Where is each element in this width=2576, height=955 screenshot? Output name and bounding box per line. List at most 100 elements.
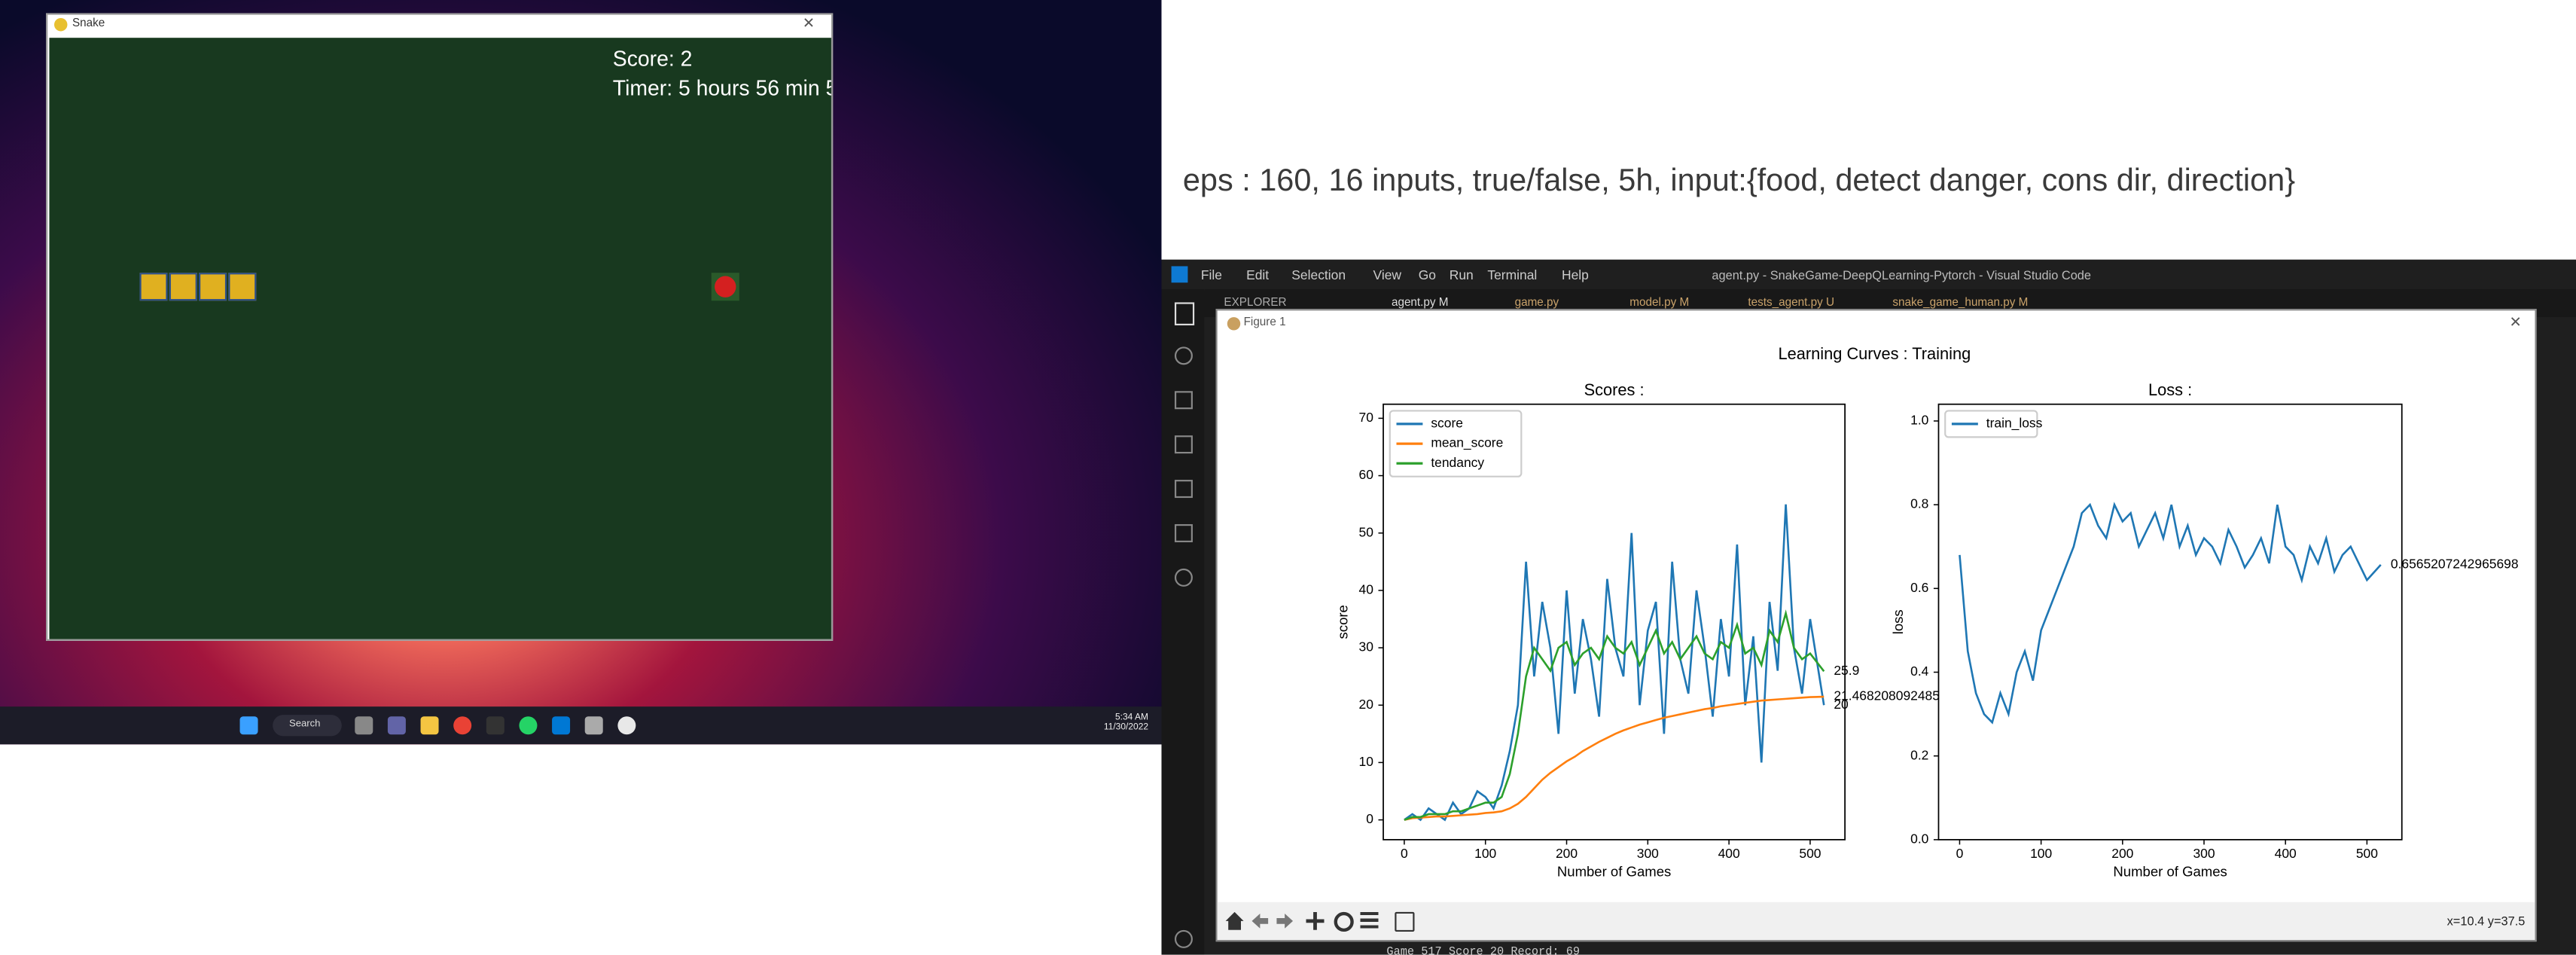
taskbar-icon[interactable] (486, 716, 505, 735)
window-icon (53, 17, 68, 32)
search-box[interactable]: Search (273, 715, 342, 737)
activity-icon[interactable] (1174, 523, 1193, 542)
start-button[interactable] (239, 716, 258, 735)
explorer-label: EXPLORER (1224, 297, 1287, 310)
x-tick-label: 500 (2356, 846, 2378, 861)
score: Score: 2 (612, 46, 693, 71)
y-tick-label: 0.4 (1910, 664, 1929, 679)
taskbar: Search 5:34 AM 11/30/2022 (0, 706, 1162, 745)
activity-icon[interactable] (1174, 302, 1195, 325)
activity-icon[interactable] (1174, 435, 1193, 454)
menu-item[interactable]: Run (1449, 267, 1474, 283)
y-tick-label: 0.8 (1910, 496, 1928, 511)
legend-label: score (1431, 416, 1463, 431)
title-bar: File Edit Selection View Go Run Terminal Help a… (1161, 259, 2576, 291)
legend-label: tendancy (1431, 455, 1484, 470)
taskbar-icon[interactable] (519, 716, 538, 735)
plot-area (1938, 404, 2402, 840)
y-tick-label: 10 (1359, 754, 1374, 769)
note: eps : 160, 16 inputs, true/false, 5h, in… (1182, 164, 2296, 199)
figure-close[interactable]: ✕ (2509, 313, 2523, 331)
x-tick-label: 500 (1799, 846, 1821, 861)
series-line (1959, 502, 2382, 725)
activity-icon[interactable] (1174, 391, 1193, 410)
activity-icon[interactable] (1174, 480, 1193, 499)
y-tick-label: 0.6 (1910, 580, 1928, 595)
editor-tab[interactable]: snake_game_human.py M (1892, 297, 2029, 310)
menu-item[interactable]: Edit (1246, 267, 1270, 283)
y-tick-label: 0 (1366, 811, 1373, 826)
menu-item[interactable]: Selection (1291, 267, 1346, 283)
taskbar-icon[interactable] (387, 716, 406, 735)
menu-item[interactable]: Terminal (1487, 267, 1538, 283)
taskbar-icon[interactable] (584, 716, 603, 735)
terminal-line: Game 517 Score 20 Record: 69 (1386, 946, 1581, 955)
axes-frame (1937, 403, 2403, 841)
figure-title: Figure 1 (1243, 317, 1286, 329)
y-tick-label: 0.0 (1910, 831, 1929, 846)
menu-item[interactable]: View (1373, 267, 1402, 283)
window-title: agent.py - SnakeGame-DeepQLearning-Pytor… (1712, 267, 2092, 283)
y-tick-label: 0.2 (1910, 747, 1928, 762)
y-tick-label: 1.0 (1910, 413, 1929, 428)
y-tick-label: 40 (1359, 582, 1374, 597)
snake-segment (198, 273, 227, 301)
x-tick-label: 100 (2030, 846, 2052, 861)
x-tick-label: 200 (2111, 846, 2133, 861)
desktop: Snake ✕ Score: 2 Timer: 5 hours 56 min 5… (0, 0, 1162, 745)
x-tick-label: 400 (2275, 846, 2297, 861)
y-tick-label: 70 (1359, 410, 1374, 425)
apple (715, 276, 736, 297)
window-close[interactable]: ✕ (802, 14, 815, 32)
legend-label: mean_score (1431, 435, 1503, 451)
x-tick-label: 200 (1556, 846, 1578, 861)
taskbar-icon[interactable] (617, 716, 636, 735)
chart-title: Loss : (2148, 380, 2192, 399)
y-tick-label: 30 (1359, 639, 1374, 654)
save-button[interactable] (1395, 911, 1415, 932)
legend-box (1389, 410, 1523, 478)
configure-button[interactable] (1360, 911, 1379, 930)
snake-segment (228, 273, 257, 301)
menu-item[interactable]: File (1200, 267, 1222, 283)
legend-label: train_loss (1986, 416, 2043, 432)
end-value-label: 0.6565207242965698 (2391, 557, 2519, 572)
editor-tab[interactable]: agent.py M (1391, 297, 1449, 310)
snake-segment (139, 273, 168, 301)
account-icon[interactable] (1174, 929, 1193, 948)
figure-icon (1227, 317, 1241, 331)
taskbar-icon[interactable] (552, 716, 571, 735)
taskbar-icon[interactable] (453, 716, 472, 735)
menu-item[interactable]: Go (1418, 267, 1436, 283)
y-axis-label: score (1335, 605, 1351, 639)
y-tick-label: 20 (1359, 697, 1374, 712)
food (711, 273, 739, 301)
editor-tab[interactable]: model.py M (1629, 297, 1690, 310)
status: x=10.4 y=37.5 (2446, 914, 2526, 929)
timer: Timer: 5 hours 56 min 53 s (612, 75, 831, 101)
end-value-label: 25.9 (1834, 663, 1859, 678)
series-line (1404, 504, 1825, 822)
editor-tab[interactable]: tests_agent.py U (1748, 297, 1835, 310)
taskbar-icon[interactable] (355, 716, 373, 735)
zoom-button[interactable] (1334, 911, 1354, 932)
chart-title: Scores : (1584, 380, 1645, 399)
x-tick-label: 300 (2193, 846, 2215, 861)
y-tick-label: 50 (1359, 524, 1374, 539)
home-button[interactable] (1225, 911, 1244, 930)
taskbar-icon[interactable] (420, 716, 439, 735)
x-axis-label: Number of Games (1557, 863, 1671, 879)
x-tick-label: 300 (1637, 846, 1659, 861)
activity-icon[interactable] (1174, 568, 1193, 587)
x-tick-label: 400 (1718, 846, 1740, 861)
menu-item[interactable]: Help (1561, 267, 1589, 283)
editor-tab[interactable]: game.py (1514, 297, 1559, 310)
y-tick-label: 60 (1359, 467, 1374, 482)
clock: 5:34 AM 11/30/2022 (1104, 713, 1148, 733)
activity-icon[interactable] (1174, 346, 1193, 365)
window-title: Snake (72, 17, 105, 30)
legend-box (1944, 410, 2038, 438)
